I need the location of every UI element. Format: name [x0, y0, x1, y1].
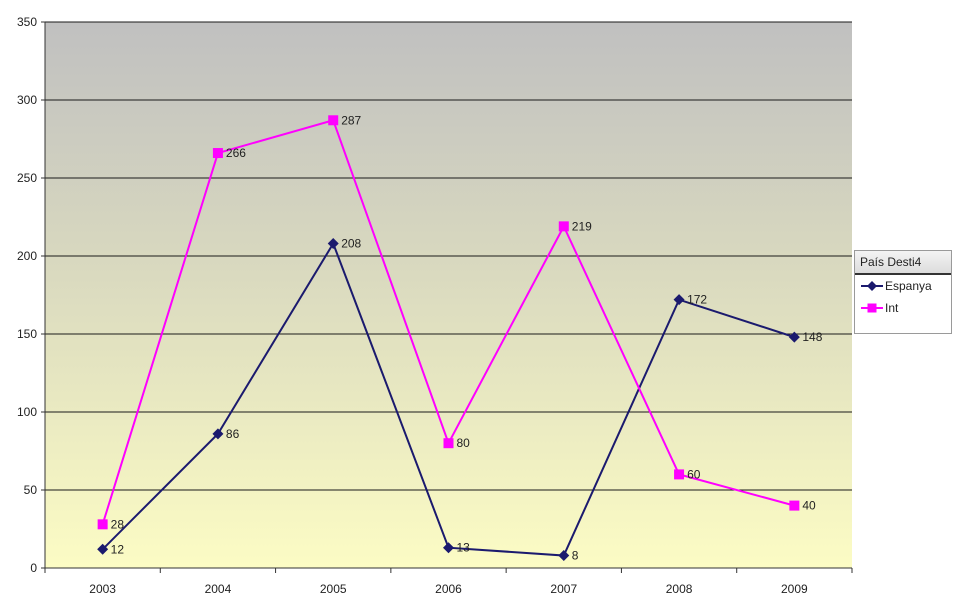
data-label-int-2009: 40: [802, 499, 816, 513]
y-tick-label-0: 0: [30, 561, 37, 575]
point-espanya-2008: [673, 294, 685, 306]
point-int-2007: [558, 221, 569, 232]
data-label-espanya-2003: 12: [111, 542, 125, 556]
x-tick-label-2005: 2005: [320, 582, 347, 596]
point-espanya-2004: [212, 428, 224, 440]
y-tick-label-300: 300: [17, 93, 37, 107]
legend-marker-espanya: [867, 281, 877, 291]
point-espanya-2007: [558, 550, 570, 562]
legend-item-int: Int: [855, 297, 951, 319]
x-tick-label-2003: 2003: [89, 582, 116, 596]
legend-swatch-espanya: [861, 281, 883, 291]
data-label-int-2004: 266: [226, 146, 246, 160]
point-int-2005: [328, 115, 339, 126]
data-label-espanya-2005: 208: [341, 237, 361, 251]
legend-swatch-int: [861, 303, 883, 313]
x-tick-label-2007: 2007: [550, 582, 577, 596]
y-tick-label-100: 100: [17, 405, 37, 419]
data-label-espanya-2004: 86: [226, 427, 240, 441]
y-tick-label-200: 200: [17, 249, 37, 263]
data-label-espanya-2008: 172: [687, 293, 707, 307]
legend-item-espanya: Espanya: [855, 275, 951, 297]
y-tick-label-350: 350: [17, 15, 37, 29]
y-tick-label-150: 150: [17, 327, 37, 341]
point-espanya-2006: [443, 542, 454, 554]
point-int-2004: [212, 148, 223, 159]
data-label-espanya-2007: 8: [572, 549, 579, 563]
data-label-int-2006: 80: [457, 436, 471, 450]
x-tick-label-2008: 2008: [666, 582, 693, 596]
y-tick-label-250: 250: [17, 171, 37, 185]
data-label-int-2003: 28: [111, 517, 125, 531]
point-int-2003: [97, 519, 108, 530]
data-label-int-2008: 60: [687, 467, 701, 481]
data-label-espanya-2006: 13: [457, 541, 471, 555]
point-espanya-2009: [788, 331, 800, 343]
plot-area: [45, 22, 852, 568]
legend-label-int: Int: [885, 301, 899, 315]
legend-marker-int: [867, 303, 877, 313]
legend: País Desti4 Espanya Int: [854, 250, 952, 334]
data-label-espanya-2009: 148: [802, 330, 822, 344]
point-int-2006: [443, 438, 454, 449]
legend-label-espanya: Espanya: [885, 279, 932, 293]
data-label-int-2007: 219: [572, 219, 592, 233]
x-tick-label-2006: 2006: [435, 582, 462, 596]
point-int-2008: [674, 469, 685, 480]
y-tick-label-50: 50: [24, 483, 38, 497]
point-espanya-2005: [327, 238, 339, 250]
x-tick-label-2004: 2004: [205, 582, 232, 596]
data-label-int-2005: 287: [341, 113, 361, 127]
point-int-2009: [789, 500, 800, 511]
point-espanya-2003: [97, 543, 109, 555]
legend-title: País Desti4: [855, 251, 951, 275]
x-tick-label-2009: 2009: [781, 582, 808, 596]
